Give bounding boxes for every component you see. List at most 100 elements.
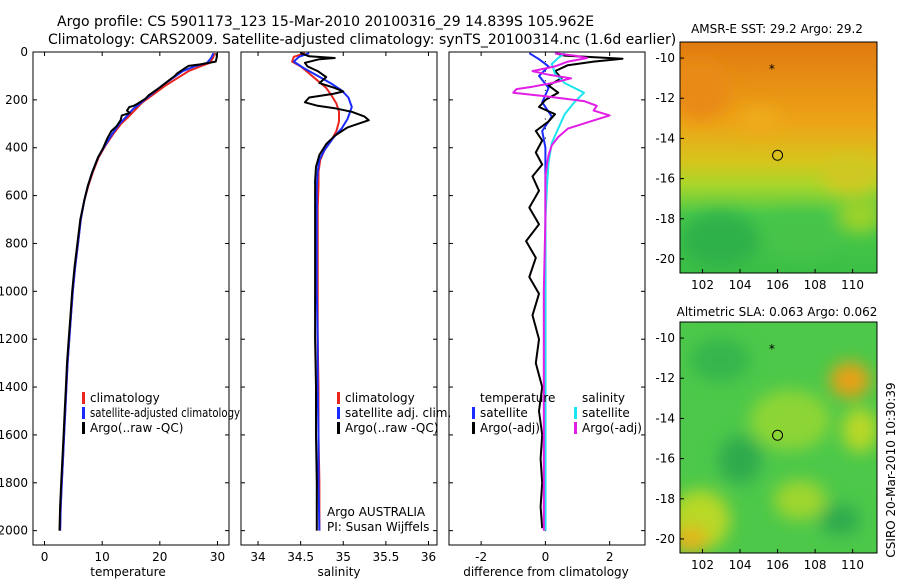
y-tick-label: 2000 (0, 524, 28, 538)
legend-swatch-sal-argo (574, 422, 577, 434)
sst-map-title: AMSR-E SST: 29.2 Argo: 29.2 (691, 22, 863, 36)
x-tick-label: 34.5 (287, 550, 314, 564)
zero-reference-dot (544, 89, 546, 91)
y-tick-label: 1200 (0, 332, 28, 346)
temperature-panel: 0 10 20 30 0 200 400 600 800 1000 1200 1400 1600 1800… (0, 45, 240, 579)
salinity-series (291, 52, 370, 531)
sst-profile-circle-marker (772, 149, 784, 161)
map-x-tick-label: 104 (729, 558, 752, 572)
zero-reference-dot (544, 60, 546, 63)
map-x-tick-label: 108 (804, 558, 827, 572)
series-line-temperature-argo-adj (525, 52, 624, 529)
map-y-tick-label: -20 (655, 532, 675, 546)
x-tick-label: 36 (421, 550, 436, 564)
map-y-tick-label: -16 (655, 172, 675, 186)
salinity-panel: 34 34.5 35 35.5 36 salinity climatology sate… (240, 51, 451, 579)
zero-reference-dot (544, 137, 546, 139)
series-line-satellite-adjusted-climatology (59, 52, 215, 531)
header-line2: Climatology: CARS2009. Satellite-adjuste… (48, 32, 676, 48)
sst-argo-star-marker: * (769, 62, 775, 76)
legend-label-sal-satellite: satellite (582, 406, 630, 420)
salinity-xlabel: salinity (317, 565, 360, 579)
legend-header-temperature: temperature (480, 391, 555, 405)
x-tick-label: 0 (542, 550, 550, 564)
argo-group-label: Argo AUSTRALIA (327, 505, 426, 519)
difference-series (512, 52, 624, 531)
map-y-tick-label: -10 (655, 51, 675, 65)
y-tick-label: 0 (20, 45, 28, 59)
map-y-tick-label: -20 (655, 252, 675, 266)
legend-label-satellite-adjusted: satellite-adjusted climatology (90, 406, 240, 420)
sla-argo-star-marker: * (769, 342, 775, 356)
map-y-tick-label: -12 (655, 91, 675, 105)
x-tick-label: 0 (41, 550, 49, 564)
map-x-tick-label: 108 (804, 278, 827, 292)
difference-axes-frame (448, 51, 646, 546)
map-y-tick-label: -14 (655, 131, 675, 145)
x-tick-label: 34 (250, 550, 265, 564)
legend-swatch-climatology (82, 392, 85, 404)
map-x-tick-label: 102 (691, 278, 714, 292)
series-line-argo-raw-qc (58, 53, 218, 531)
legend-swatch-satellite-adj (337, 407, 340, 419)
credit-label: CSIRO 20-Mar-2010 10:30:39 (884, 382, 898, 557)
zero-reference-dot (544, 80, 546, 82)
x-tick-label: 35 (336, 550, 351, 564)
salinity-ticks: 34 34.5 35 35.5 36 (241, 51, 437, 564)
legend-swatch-temp-satellite (472, 407, 475, 419)
sst-heatmap: * (680, 42, 877, 273)
map-y-tick-label: -10 (655, 331, 675, 345)
sla-map-panel: Altimetric SLA: 0.063 Argo: 0.062 * 102 1… (655, 305, 878, 572)
legend-swatch-argo (82, 422, 85, 434)
map-x-tick-label: 110 (841, 278, 864, 292)
temperature-ticks: 0 10 20 30 0 200 400 600 800 1000 1200 1400 1600 1800… (0, 45, 229, 564)
legend-label-climatology: climatology (90, 391, 160, 405)
x-tick-label: 20 (152, 550, 167, 564)
temperature-xlabel: temperature (90, 565, 165, 579)
map-y-tick-label: -12 (655, 371, 675, 385)
series-line-argo-raw-qc (300, 52, 370, 531)
difference-xlabel: difference from climatology (463, 565, 629, 579)
map-x-tick-label: 106 (766, 278, 789, 292)
x-tick-label: 35.5 (373, 550, 400, 564)
y-tick-label: 1600 (0, 428, 28, 442)
y-tick-label: 1800 (0, 476, 28, 490)
legend-swatch-sal-satellite (574, 407, 577, 419)
legend-label-temp-argo: Argo(-adj) (480, 421, 540, 435)
map-y-tick-label: -16 (655, 452, 675, 466)
legend-label-climatology: climatology (345, 391, 415, 405)
salinity-axes-frame (240, 51, 438, 546)
y-tick-label: 200 (5, 93, 28, 107)
y-tick-label: 800 (5, 236, 28, 250)
x-tick-label: 30 (210, 550, 225, 564)
legend-label-temp-satellite: satellite (480, 406, 528, 420)
map-x-tick-label: 106 (766, 558, 789, 572)
sla-map-ticks: 102 104 106 108 110 -10 -12 -14 -16 -18 -20 (655, 331, 864, 572)
legend-label-sal-argo: Argo(-adj) (582, 421, 642, 435)
map-y-tick-label: -18 (655, 492, 675, 506)
x-tick-label: 2 (606, 550, 614, 564)
map-y-tick-label: -18 (655, 212, 675, 226)
pi-label: PI: Susan Wijffels (327, 520, 429, 534)
sla-map-title: Altimetric SLA: 0.063 Argo: 0.062 (677, 305, 878, 319)
zero-reference-dot (544, 51, 546, 53)
temperature-series (58, 52, 218, 531)
legend-label-satellite-adj: satellite adj. clim. (345, 406, 451, 420)
difference-panel: -2 0 2 difference from climatology tempera… (448, 51, 646, 579)
series-line-salinity-argo-adj (512, 52, 611, 531)
sla-map-frame (679, 321, 878, 554)
x-tick-label: 10 (95, 550, 110, 564)
sst-map-ticks: 102 104 106 108 110 -10 -12 -14 -16 -18 -20 (655, 51, 864, 292)
y-tick-label: 1400 (0, 380, 28, 394)
sla-profile-circle-marker (772, 429, 784, 441)
y-tick-label: 1000 (0, 284, 28, 298)
y-tick-label: 600 (5, 189, 28, 203)
legend-swatch-climatology (337, 392, 340, 404)
header-line1: Argo profile: CS 5901173_123 15-Mar-2010… (57, 14, 594, 30)
sla-heatmap: * (680, 322, 877, 553)
temperature-axes-frame (32, 51, 230, 546)
legend-swatch-satellite-adjusted (82, 407, 85, 419)
map-y-tick-label: -14 (655, 411, 675, 425)
y-tick-label: 400 (5, 141, 28, 155)
legend-label-argo: Argo(..raw -QC) (345, 421, 438, 435)
